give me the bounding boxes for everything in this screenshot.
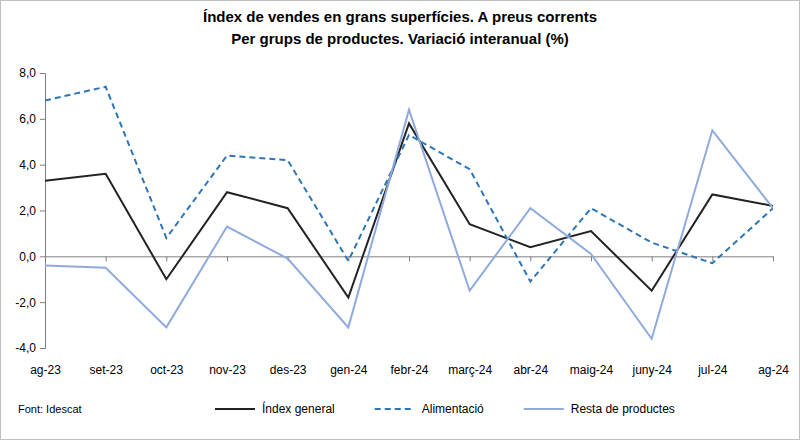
x-tick-label: des-23 (270, 363, 307, 377)
legend-label: Índex general (262, 401, 335, 416)
x-tick-label: set-23 (89, 363, 123, 377)
x-tick: ag-23 (30, 256, 61, 376)
series-line (45, 123, 773, 297)
y-tick: 2,0 (19, 204, 45, 218)
y-tick-label: -4,0 (15, 341, 36, 355)
y-tick: -2,0 (15, 296, 45, 310)
legend-label: Alimentació (422, 402, 484, 416)
subtitle: Per grups de productes. Variació interan… (231, 30, 569, 47)
y-tick-label: 2,0 (19, 204, 36, 218)
x-tick-label: nov-23 (209, 363, 246, 377)
y-tick-mark (40, 165, 45, 166)
x-tick-mark (591, 256, 592, 261)
y-tick: -4,0 (15, 341, 45, 355)
x-tick-mark (227, 256, 228, 261)
legend-item: Alimentació (375, 402, 484, 416)
legend: Índex general Alimentació Resta de product… (215, 401, 675, 416)
x-tick-mark (652, 256, 653, 261)
x-tick-label: maig-24 (570, 363, 614, 377)
x-tick-label: oct-23 (150, 363, 184, 377)
y-tick-mark (40, 211, 45, 212)
source: Font: Idescat (18, 403, 82, 415)
x-tick-label: febr-24 (390, 363, 428, 377)
x-tick-mark (106, 256, 107, 261)
x-tick: jul-24 (697, 256, 728, 376)
x-tick: nov-23 (209, 256, 246, 376)
y-tick-label: 8,0 (19, 66, 36, 80)
x-tick-mark (45, 256, 46, 261)
x-axis: ag-23 set-23 oct-23 nov-23 des-23 gen-24 febr-… (30, 256, 789, 376)
legend-swatch (524, 408, 564, 410)
y-axis-line (40, 74, 46, 349)
y-tick-mark (40, 302, 45, 303)
y-tick-label: -2,0 (15, 296, 36, 310)
x-tick-label: gen-24 (330, 363, 368, 377)
y-axis: -4,0 -2,0 0,0 2,0 4,0 6,0 8,0 (15, 66, 45, 355)
series-line (45, 110, 773, 339)
chart: Índex de vendes en grans superfícies. A … (0, 0, 800, 440)
y-tick: 4,0 (19, 158, 45, 172)
x-tick-label: març-24 (448, 363, 492, 377)
y-tick: 6,0 (19, 112, 45, 126)
x-tick: març-24 (448, 256, 492, 376)
legend-swatch (215, 408, 255, 410)
y-tick: 8,0 (19, 66, 45, 80)
x-tick-mark (166, 256, 167, 261)
legend-item: Resta de productes (524, 402, 675, 416)
legend-swatch (375, 408, 415, 410)
x-tick: febr-24 (390, 256, 428, 376)
x-tick-mark (409, 256, 410, 261)
x-tick: abr-24 (513, 256, 548, 376)
series-line (45, 87, 773, 282)
x-tick-label: ag-23 (30, 363, 61, 377)
x-tick-label: juny-24 (631, 363, 672, 377)
y-tick-label: 6,0 (19, 112, 36, 126)
y-tick-label: 4,0 (19, 158, 36, 172)
x-tick-label: ag-24 (758, 363, 789, 377)
x-tick: juny-24 (631, 256, 672, 376)
x-tick-label: jul-24 (697, 363, 728, 377)
x-tick-mark (530, 256, 531, 261)
title: Índex de vendes en grans superfícies. A … (203, 8, 597, 25)
x-tick-mark (712, 256, 713, 261)
y-tick-mark (40, 256, 45, 257)
y-tick-mark (40, 348, 45, 349)
x-tick-mark (470, 256, 471, 261)
x-tick: maig-24 (570, 256, 614, 376)
x-tick-label: abr-24 (513, 363, 548, 377)
y-tick: 0,0 (19, 250, 45, 264)
x-tick: ag-24 (758, 256, 789, 376)
x-tick-mark (773, 256, 774, 261)
legend-item: Índex general (215, 401, 335, 416)
lines (45, 87, 773, 339)
y-tick-mark (40, 119, 45, 120)
y-tick-label: 0,0 (19, 250, 36, 264)
x-tick: set-23 (89, 256, 123, 376)
y-tick-mark (40, 73, 45, 74)
legend-label: Resta de productes (571, 402, 675, 416)
chart-border (1, 1, 800, 440)
